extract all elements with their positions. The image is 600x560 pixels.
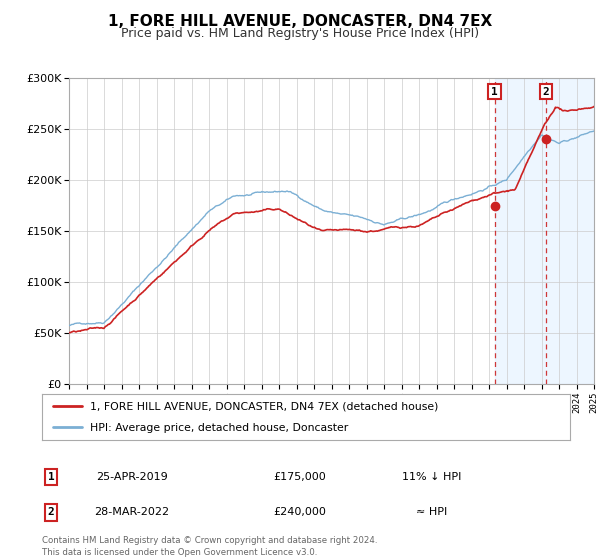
Text: 2: 2	[47, 507, 55, 517]
Text: 28-MAR-2022: 28-MAR-2022	[94, 507, 170, 517]
Text: £240,000: £240,000	[274, 507, 326, 517]
Text: 11% ↓ HPI: 11% ↓ HPI	[403, 472, 461, 482]
Text: This data is licensed under the Open Government Licence v3.0.: This data is licensed under the Open Gov…	[42, 548, 317, 557]
Text: 2: 2	[542, 87, 549, 97]
Text: 1: 1	[491, 87, 498, 97]
Text: 1: 1	[47, 472, 55, 482]
Text: 1, FORE HILL AVENUE, DONCASTER, DN4 7EX: 1, FORE HILL AVENUE, DONCASTER, DN4 7EX	[108, 14, 492, 29]
Text: Price paid vs. HM Land Registry's House Price Index (HPI): Price paid vs. HM Land Registry's House …	[121, 27, 479, 40]
Text: £175,000: £175,000	[274, 472, 326, 482]
Text: Contains HM Land Registry data © Crown copyright and database right 2024.: Contains HM Land Registry data © Crown c…	[42, 536, 377, 545]
Text: 25-APR-2019: 25-APR-2019	[96, 472, 168, 482]
Text: ≈ HPI: ≈ HPI	[416, 507, 448, 517]
Text: 1, FORE HILL AVENUE, DONCASTER, DN4 7EX (detached house): 1, FORE HILL AVENUE, DONCASTER, DN4 7EX …	[89, 402, 438, 412]
Text: HPI: Average price, detached house, Doncaster: HPI: Average price, detached house, Donc…	[89, 423, 348, 433]
Bar	[494, 78, 600, 384]
